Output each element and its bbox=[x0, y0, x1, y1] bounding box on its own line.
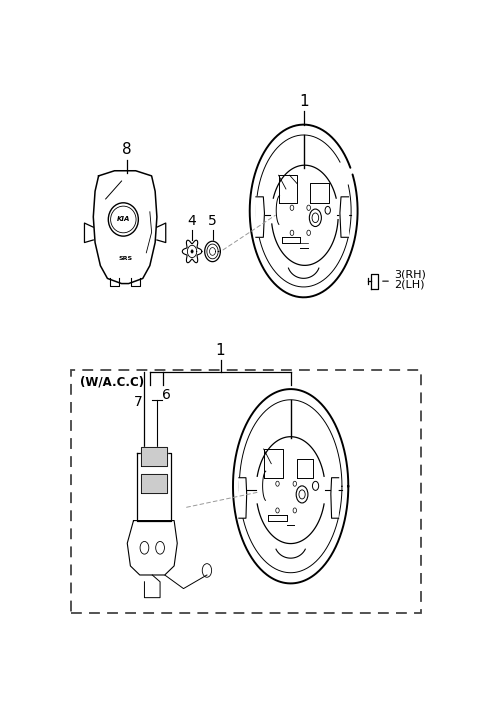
Text: 7: 7 bbox=[134, 395, 143, 409]
Text: 1: 1 bbox=[216, 343, 225, 358]
Text: 6: 6 bbox=[162, 388, 171, 402]
Circle shape bbox=[140, 541, 149, 554]
Text: (W/A.C.C): (W/A.C.C) bbox=[81, 376, 144, 388]
Polygon shape bbox=[204, 241, 220, 261]
Polygon shape bbox=[371, 273, 378, 289]
Polygon shape bbox=[331, 477, 339, 518]
Polygon shape bbox=[127, 521, 177, 575]
Text: 1: 1 bbox=[299, 95, 309, 109]
Polygon shape bbox=[137, 453, 171, 521]
Text: 2(LH): 2(LH) bbox=[394, 280, 424, 290]
Text: 5: 5 bbox=[208, 215, 217, 229]
Polygon shape bbox=[157, 223, 166, 243]
Circle shape bbox=[156, 541, 165, 554]
Polygon shape bbox=[340, 197, 348, 238]
Polygon shape bbox=[182, 240, 202, 263]
Ellipse shape bbox=[108, 203, 138, 236]
Polygon shape bbox=[210, 247, 216, 255]
Polygon shape bbox=[141, 474, 167, 494]
Circle shape bbox=[191, 250, 193, 253]
Polygon shape bbox=[141, 447, 167, 466]
Polygon shape bbox=[93, 171, 157, 284]
Polygon shape bbox=[144, 575, 160, 598]
Circle shape bbox=[296, 486, 308, 503]
Text: SRS: SRS bbox=[118, 257, 132, 261]
Text: 8: 8 bbox=[122, 142, 132, 157]
Bar bbox=[71, 370, 421, 613]
Text: 4: 4 bbox=[188, 215, 196, 229]
Circle shape bbox=[309, 209, 322, 226]
Text: KIA: KIA bbox=[117, 217, 130, 222]
Text: 3(RH): 3(RH) bbox=[394, 269, 426, 279]
Polygon shape bbox=[256, 197, 264, 238]
Polygon shape bbox=[239, 477, 247, 518]
Polygon shape bbox=[84, 223, 93, 243]
